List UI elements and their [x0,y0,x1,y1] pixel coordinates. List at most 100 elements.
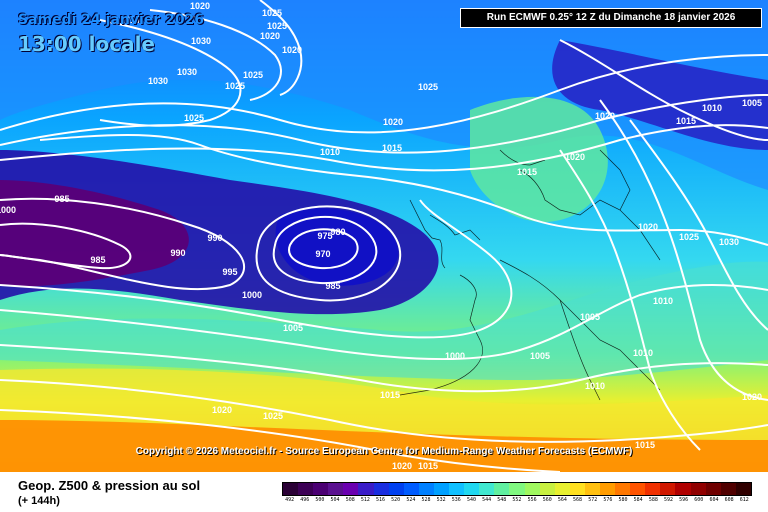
legend-value: 504 [330,497,340,503]
isobar-label: 1030 [719,237,739,247]
isobar-label-group: 1020101510251025102010201030103010301025… [0,1,762,471]
legend-value: 596 [679,497,689,503]
legend-swatch [599,483,616,495]
isobar-label: 1000 [242,290,262,300]
legend-value: 576 [603,497,613,503]
legend-value: 612 [739,497,749,503]
coastlines [399,149,661,401]
isobar-label: 1015 [380,390,400,400]
legend-swatch [464,483,480,495]
isobar-label: 1000 [445,351,465,361]
legend-swatch [735,483,751,495]
legend-value: 572 [588,497,598,503]
legend-swatches [282,482,752,496]
legend-value: 532 [436,497,446,503]
isobar-label: 1015 [120,15,140,25]
legend-value: 556 [527,497,537,503]
legend-swatch [433,483,450,495]
isobar-label: 1010 [633,348,653,358]
z500-mid-band [0,261,768,380]
legend-swatch [690,483,706,495]
isobar-label: 1020 [212,405,232,415]
legend-value: 600 [694,497,704,503]
isobar-label: 1025 [263,411,283,421]
legend-swatch [509,483,525,495]
isobar-label: 1020 [190,1,210,11]
isobar-label: 1005 [283,323,303,333]
legend-value: 564 [557,497,567,503]
isobar-label: 1020 [260,31,280,41]
legend-value: 524 [406,497,416,503]
legend-value: 512 [360,497,370,503]
legend-values: 492 496 500 504 508 512 516 520 524 528 532 536 540 5… [282,497,752,503]
isobar-label: 1020 [282,45,302,55]
variable-title: Geop. Z500 & pression au sol [18,478,201,493]
legend-swatch [449,483,465,495]
legend-value: 588 [648,497,658,503]
legend-swatch [615,483,631,495]
isobar-label: 1025 [184,113,204,123]
forecast-lead-time: (+ 144h) [18,495,60,507]
isobar-label: 1015 [635,440,655,450]
isobar-label: 1025 [418,82,438,92]
isobar-label: 1015 [517,167,537,177]
legend-swatch [554,483,570,495]
isobar-label: 990 [170,248,185,258]
legend-swatch [630,483,646,495]
legend-swatch [313,483,329,495]
isobar-label: 1010 [585,381,605,391]
color-legend: 492 496 500 504 508 512 516 520 524 528 532 536 540 5… [282,482,752,506]
legend-value: 592 [663,497,673,503]
run-info-box: Run ECMWF 0.25° 12 Z du Dimanche 18 janv… [460,8,762,28]
legend-value: 536 [451,497,461,503]
legend-swatch [358,483,374,495]
legend-swatch [373,483,389,495]
isobar-label: 1015 [382,143,402,153]
legend-value: 508 [345,497,355,503]
legend-value: 604 [709,497,719,503]
z500-south-warm [0,420,768,472]
legend-value: 544 [482,497,492,503]
legend-swatch [403,483,419,495]
isobar-label: 1015 [676,116,696,126]
isobar-label: 1025 [243,70,263,80]
legend-swatch [660,483,676,495]
isobar-label: 1020 [565,152,585,162]
legend-value: 552 [512,497,522,503]
forecast-date: Samedi 24 janvier 2026 [18,12,205,28]
isobar-label: 1025 [262,8,282,18]
isobar-label: 1010 [320,147,340,157]
forecast-time: 13:00 locale [18,32,155,56]
legend-value: 560 [542,497,552,503]
legend-swatch [569,483,585,495]
isobar-label: 1030 [148,76,168,86]
legend-value: 496 [300,497,310,503]
isobar-label: 1020 [742,392,762,402]
isobar-label: 1025 [267,21,287,31]
isobar-label: 985 [325,281,340,291]
isobar-label: 1005 [742,98,762,108]
legend-swatch [524,483,540,495]
legend-value: 516 [376,497,386,503]
isobar-label: 1005 [530,351,550,361]
legend-value: 528 [421,497,431,503]
isobar-label: 1025 [679,232,699,242]
isobar-label: 985 [90,255,105,265]
legend-swatch [388,483,404,495]
legend-value: 540 [466,497,476,503]
footer-bar: Geop. Z500 & pression au sol (+ 144h) 49… [0,472,768,512]
legend-value: 584 [633,497,643,503]
legend-swatch [418,483,434,495]
isobar-label: 1010 [653,296,673,306]
legend-swatch [720,483,736,495]
legend-swatch [494,483,510,495]
copyright-text: Copyright © 2026 Meteociel.fr - Source E… [135,446,633,457]
isobar-label: 990 [207,233,222,243]
legend-swatch [479,483,495,495]
isobar-label: 1020 [638,222,658,232]
isobar-label: 1020 [392,461,412,471]
isobar-label: 985 [54,194,69,204]
legend-value: 492 [285,497,295,503]
legend-swatch [328,483,344,495]
isobars [0,0,768,472]
